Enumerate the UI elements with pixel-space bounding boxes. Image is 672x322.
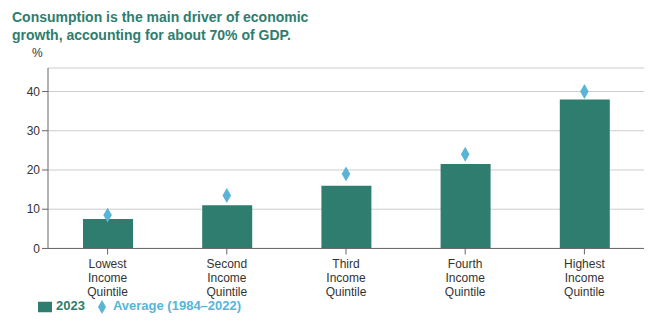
svg-text:40: 40	[27, 85, 41, 99]
html-text:2023: 2023	[56, 298, 85, 314]
svg-text:SecondIncomeQuintile: SecondIncomeQuintile	[206, 257, 247, 299]
html-text:Average (1984–2022): Average (1984–2022)	[112, 298, 242, 314]
svg-text:LowestIncomeQuintile: LowestIncomeQuintile	[87, 257, 128, 299]
html-text:Consumption is the main driver: Consumption is the main driver of econom…	[12, 9, 309, 43]
svg-text:30: 30	[27, 124, 41, 138]
svg-text:ThirdIncomeQuintile: ThirdIncomeQuintile	[326, 257, 367, 299]
svg-text:FourthIncomeQuintile: FourthIncomeQuintile	[445, 257, 486, 299]
svg-text:10: 10	[27, 202, 41, 216]
svg-text:HighestIncomeQuintile: HighestIncomeQuintile	[564, 257, 605, 299]
svg-text:20: 20	[27, 163, 41, 177]
svg-text:0: 0	[33, 242, 40, 256]
